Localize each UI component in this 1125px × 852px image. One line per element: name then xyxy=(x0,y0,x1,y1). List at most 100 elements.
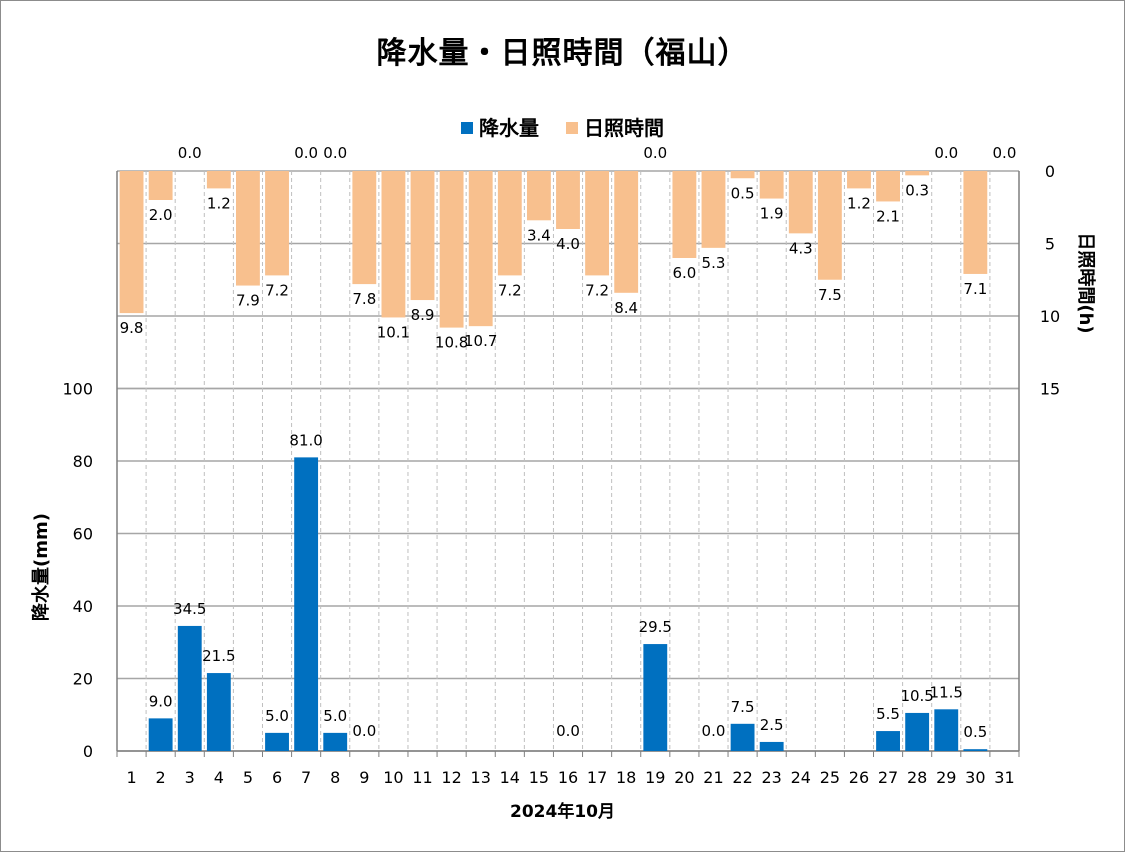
y-left-tick-label: 100 xyxy=(62,380,93,399)
x-tick-label: 27 xyxy=(878,768,898,787)
sunshine-bar xyxy=(817,171,842,280)
sunshine-bar xyxy=(119,171,144,314)
y-right-tick-label: 10 xyxy=(1040,307,1060,326)
x-tick-label: 12 xyxy=(441,768,461,787)
sunshine-data-label: 7.2 xyxy=(265,281,289,299)
sunshine-data-label: 1.2 xyxy=(847,194,871,212)
chart-title: 降水量・日照時間（福山） xyxy=(376,36,749,71)
legend-swatch-precipitation xyxy=(461,121,474,134)
sunshine-bar xyxy=(526,171,551,221)
legend: 降水量 日照時間 xyxy=(0,112,1125,141)
precipitation-data-label: 29.5 xyxy=(639,618,672,636)
x-tick-label: 5 xyxy=(243,768,253,787)
sunshine-data-label: 1.2 xyxy=(207,194,231,212)
x-tick-label: 9 xyxy=(359,768,369,787)
sunshine-bar xyxy=(468,171,493,327)
legend-swatch-sunshine xyxy=(565,121,578,134)
sunshine-data-label: 9.8 xyxy=(120,319,144,337)
sunshine-data-label: 4.3 xyxy=(789,239,813,257)
precipitation-data-label: 5.5 xyxy=(876,705,900,723)
sunshine-bar xyxy=(788,171,813,234)
sunshine-bar xyxy=(963,171,988,274)
y-right-tick-label: 0 xyxy=(1045,162,1055,181)
sunshine-bar xyxy=(206,171,231,189)
x-tick-label: 24 xyxy=(791,768,811,787)
precipitation-bar xyxy=(206,673,231,751)
precipitation-data-label: 11.5 xyxy=(930,683,963,701)
sunshine-data-label: 7.5 xyxy=(818,286,842,304)
y-right-tick-label: 5 xyxy=(1045,235,1055,254)
sunshine-data-label: 10.1 xyxy=(377,323,410,341)
sunshine-data-label: 10.8 xyxy=(435,334,468,352)
precipitation-data-label: 2.5 xyxy=(760,716,784,734)
sunshine-data-label: 7.9 xyxy=(236,292,260,310)
precipitation-data-label: 10.5 xyxy=(900,687,933,705)
legend-item-precipitation: 降水量 xyxy=(461,112,539,141)
precipitation-bar xyxy=(905,712,930,751)
sunshine-data-label: 7.2 xyxy=(498,281,522,299)
precipitation-bar xyxy=(876,731,900,751)
sunshine-bar xyxy=(614,171,639,293)
precipitation-data-label: 34.5 xyxy=(173,600,206,618)
sunshine-bar xyxy=(439,171,464,328)
sunshine-data-label: 0.0 xyxy=(323,144,347,162)
sunshine-bar xyxy=(265,171,289,276)
precipitation-data-label: 0.0 xyxy=(702,722,726,740)
x-tick-label: 29 xyxy=(936,768,956,787)
sunshine-data-label: 0.3 xyxy=(905,181,929,199)
sunshine-bar xyxy=(236,171,260,286)
precipitation-data-label: 0.0 xyxy=(352,722,376,740)
x-tick-label: 2 xyxy=(156,768,166,787)
precipitation-data-label: 5.0 xyxy=(265,707,289,725)
x-tick-label: 15 xyxy=(529,768,549,787)
sunshine-data-label: 4.0 xyxy=(556,235,580,253)
sunshine-data-label: 5.3 xyxy=(702,254,726,272)
x-tick-label: 26 xyxy=(849,768,869,787)
sunshine-data-label: 0.0 xyxy=(178,144,202,162)
precipitation-data-label: 7.5 xyxy=(731,698,755,716)
x-tick-label: 13 xyxy=(471,768,491,787)
sunshine-data-label: 0.0 xyxy=(294,144,318,162)
sunshine-bar xyxy=(585,171,610,276)
x-tick-label: 22 xyxy=(732,768,752,787)
sunshine-data-label: 7.8 xyxy=(352,290,376,308)
legend-label-precipitation: 降水量 xyxy=(479,116,540,140)
x-tick-label: 14 xyxy=(500,768,520,787)
x-tick-label: 4 xyxy=(214,768,224,787)
sunshine-data-label: 8.4 xyxy=(614,299,638,317)
precipitation-data-label: 9.0 xyxy=(149,692,173,710)
sunshine-bar xyxy=(672,171,697,258)
x-tick-label: 28 xyxy=(907,768,927,787)
precipitation-bar xyxy=(643,644,668,751)
sunshine-data-label: 3.4 xyxy=(527,226,551,244)
sunshine-bar xyxy=(876,171,900,202)
x-tick-label: 31 xyxy=(994,768,1014,787)
precipitation-data-label: 0.5 xyxy=(963,723,987,741)
precipitation-bar xyxy=(177,625,202,751)
precipitation-data-label: 5.0 xyxy=(323,707,347,725)
x-tick-label: 16 xyxy=(558,768,578,787)
sunshine-bar xyxy=(730,171,755,179)
sunshine-data-label: 2.0 xyxy=(149,206,173,224)
precipitation-bar xyxy=(323,732,348,751)
sunshine-data-label: 8.9 xyxy=(411,306,435,324)
x-tick-label: 18 xyxy=(616,768,636,787)
x-tick-label: 20 xyxy=(674,768,694,787)
precipitation-data-label: 21.5 xyxy=(202,647,235,665)
y-left-tick-label: 0 xyxy=(83,742,93,761)
sunshine-data-label: 2.1 xyxy=(876,207,900,225)
precipitation-bar xyxy=(148,718,173,751)
x-tick-label: 7 xyxy=(301,768,311,787)
x-tick-label: 3 xyxy=(185,768,195,787)
sunshine-data-label: 0.0 xyxy=(643,144,667,162)
sunshine-data-label: 7.1 xyxy=(963,280,987,298)
sunshine-data-label: 0.0 xyxy=(934,144,958,162)
sunshine-bar xyxy=(148,171,173,200)
x-tick-label: 11 xyxy=(412,768,432,787)
x-tick-label: 6 xyxy=(272,768,282,787)
sunshine-data-label: 6.0 xyxy=(672,264,696,282)
x-tick-label: 17 xyxy=(587,768,607,787)
precipitation-data-label: 81.0 xyxy=(289,431,322,449)
sunshine-bar xyxy=(381,171,406,318)
sunshine-bar xyxy=(701,171,726,248)
